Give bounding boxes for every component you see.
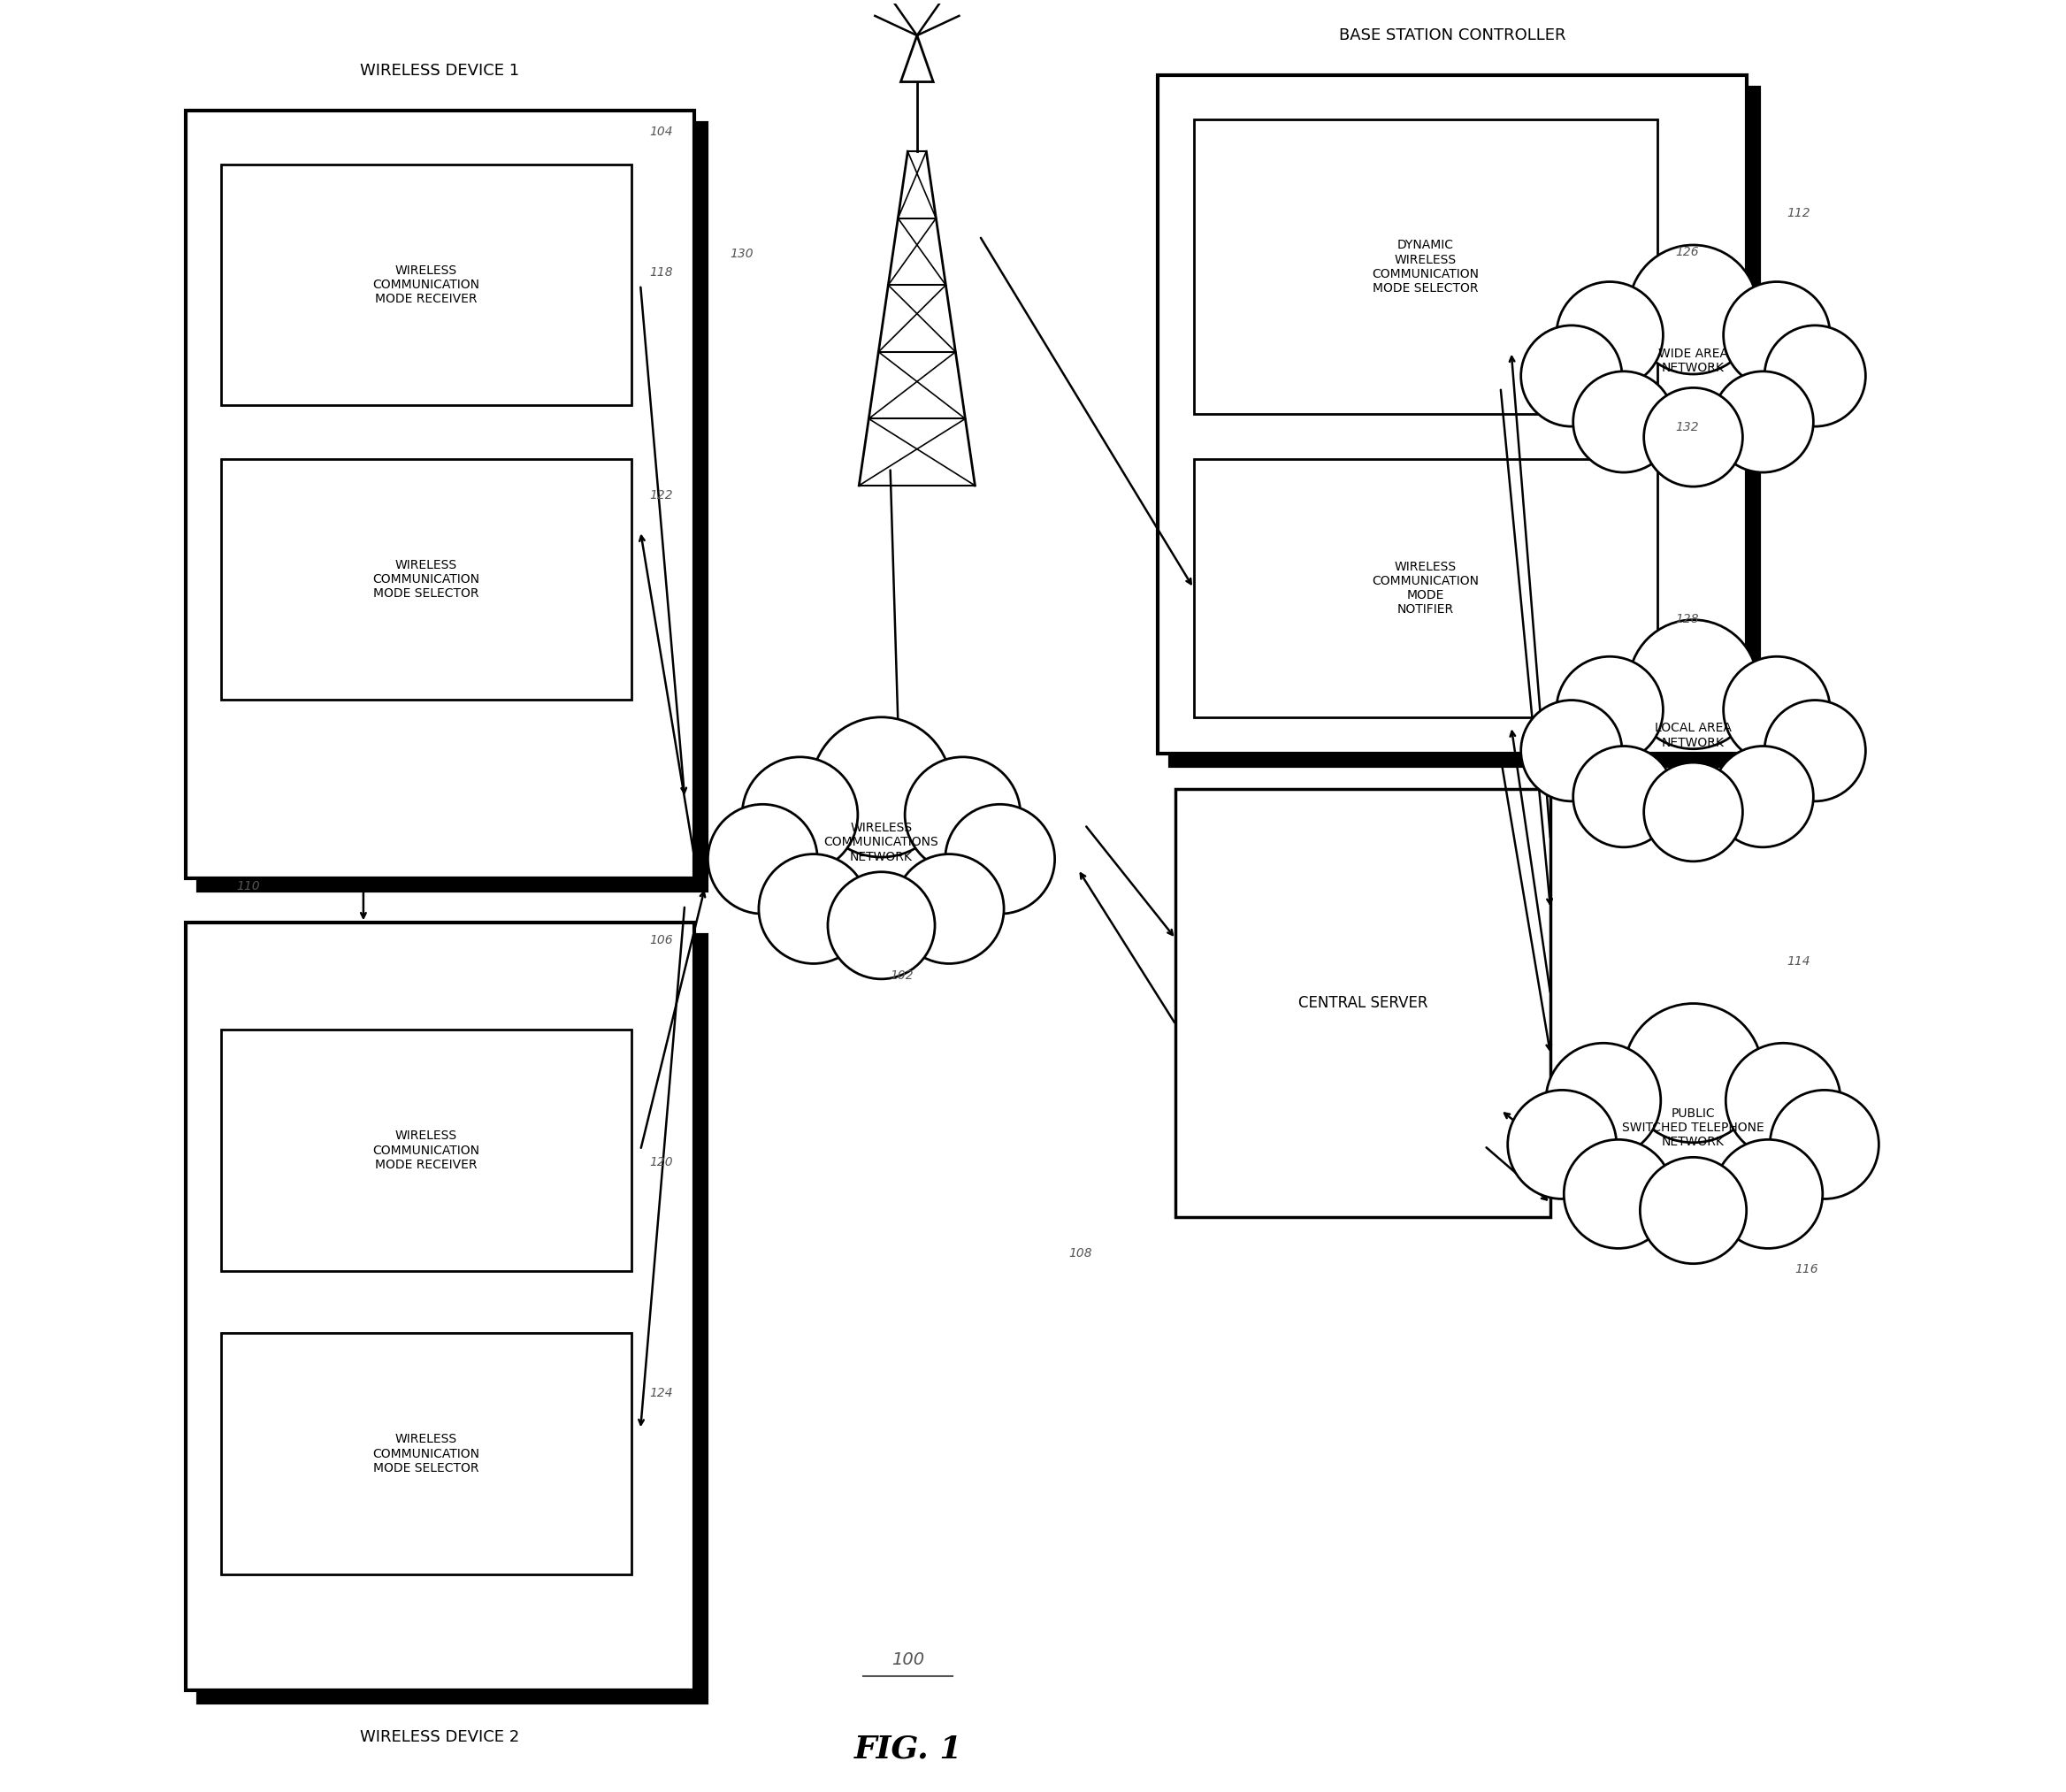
Circle shape [1628,620,1758,749]
Text: 114: 114 [1787,955,1810,968]
Circle shape [1764,326,1866,426]
Circle shape [758,855,868,964]
Text: WIRELESS
COMMUNICATIONS
NETWORK: WIRELESS COMMUNICATIONS NETWORK [824,823,938,864]
Text: WIRELESS
COMMUNICATION
MODE SELECTOR: WIRELESS COMMUNICATION MODE SELECTOR [372,559,479,600]
Text: WIRELESS
COMMUNICATION
MODE RECEIVER: WIRELESS COMMUNICATION MODE RECEIVER [372,1129,479,1170]
Text: 110: 110 [236,880,260,892]
Text: 122: 122 [649,489,674,502]
Text: 120: 120 [649,1156,674,1168]
Bar [233,1346,645,1586]
Circle shape [1624,1004,1762,1143]
Text: 116: 116 [1795,1263,1818,1276]
Text: 118: 118 [649,267,674,280]
Circle shape [812,717,950,857]
Bar [221,165,632,405]
Bar [233,177,645,418]
Circle shape [1556,656,1663,763]
Bar [221,1030,632,1271]
Bar [1176,788,1550,1217]
Text: DYNAMIC
WIRELESS
COMMUNICATION
MODE SELECTOR: DYNAMIC WIRELESS COMMUNICATION MODE SELE… [1372,240,1479,294]
Circle shape [1572,371,1673,473]
Bar [186,111,694,878]
Text: BASE STATION CONTROLLER: BASE STATION CONTROLLER [1339,27,1566,43]
Bar [198,124,707,891]
Text: 126: 126 [1676,246,1698,258]
Text: WIRELESS
COMMUNICATION
MODE RECEIVER: WIRELESS COMMUNICATION MODE RECEIVER [372,263,479,305]
Bar [221,1333,632,1573]
Bar [1207,471,1669,729]
Bar [1207,133,1669,426]
Polygon shape [901,36,934,82]
Circle shape [1556,281,1663,389]
Text: WIRELESS
COMMUNICATION
MODE SELECTOR: WIRELESS COMMUNICATION MODE SELECTOR [372,1434,479,1475]
Circle shape [1508,1090,1616,1199]
Circle shape [1725,1043,1841,1158]
Text: CENTRAL SERVER: CENTRAL SERVER [1297,995,1428,1011]
Circle shape [828,873,936,978]
Text: 104: 104 [649,125,674,138]
Text: PUBLIC
SWITCHED TELEPHONE
NETWORK: PUBLIC SWITCHED TELEPHONE NETWORK [1622,1107,1764,1149]
Circle shape [1645,387,1742,487]
Circle shape [1521,701,1622,801]
Bar [1194,459,1657,717]
Text: WIRELESS DEVICE 1: WIRELESS DEVICE 1 [359,63,519,79]
Circle shape [709,805,818,914]
Bar [233,471,645,711]
Text: 102: 102 [890,969,913,982]
Text: 130: 130 [729,247,754,260]
Text: 108: 108 [1068,1247,1093,1260]
Bar [1171,88,1760,765]
Bar [221,459,632,699]
Circle shape [1723,656,1830,763]
Text: 124: 124 [649,1387,674,1400]
Circle shape [895,855,1004,964]
Text: 106: 106 [649,934,674,946]
Bar [198,935,707,1702]
Text: WIDE AREA
NETWORK: WIDE AREA NETWORK [1659,348,1727,375]
Circle shape [946,805,1056,914]
Circle shape [1628,246,1758,375]
Circle shape [1564,1140,1673,1249]
Text: 132: 132 [1676,421,1698,434]
Text: FIG. 1: FIG. 1 [853,1735,963,1763]
Circle shape [1715,1140,1822,1249]
Circle shape [1713,745,1814,848]
Bar [1194,120,1657,414]
Circle shape [1723,281,1830,389]
Circle shape [1521,326,1622,426]
Bar [186,923,694,1690]
Circle shape [1713,371,1814,473]
Circle shape [1572,745,1673,848]
Circle shape [1545,1043,1661,1158]
Text: 100: 100 [893,1652,924,1668]
Circle shape [1645,763,1742,862]
Text: 112: 112 [1787,208,1810,220]
Circle shape [905,756,1021,873]
Bar [1157,75,1746,753]
Text: WIRELESS DEVICE 2: WIRELESS DEVICE 2 [359,1729,519,1745]
Circle shape [1640,1158,1746,1263]
Text: LOCAL AREA
NETWORK: LOCAL AREA NETWORK [1655,722,1731,749]
Circle shape [1764,701,1866,801]
Circle shape [742,756,857,873]
Text: WIRELESS
COMMUNICATION
MODE
NOTIFIER: WIRELESS COMMUNICATION MODE NOTIFIER [1372,561,1479,616]
Circle shape [1771,1090,1878,1199]
Bar [233,1043,645,1283]
Text: 128: 128 [1676,613,1698,625]
